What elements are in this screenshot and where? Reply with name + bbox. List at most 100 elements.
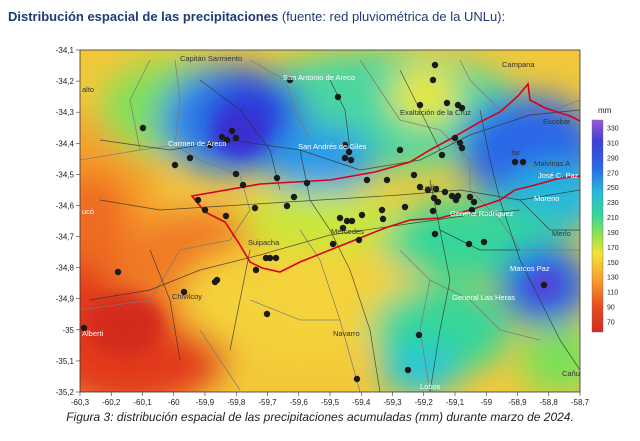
station-dot [194,196,202,204]
x-tick-label: -58,7 [571,398,590,407]
legend-label: 230 [607,200,619,207]
station-dot [416,183,424,191]
legend-label: 290 [607,155,619,162]
place-label-exaltacion-de-la-cruz: Exaltación de la Cruz [400,108,471,117]
station-dot [186,154,194,162]
y-tick-label: -34,9 [56,295,75,304]
station-dot [171,161,179,169]
y-axis-ticks: -34,1 -34,2 -34,3 -34,4 -34,5 -34,6 -34,7 -34,8… [56,46,80,397]
y-tick-label: -35,1 [56,357,75,366]
station-dot [456,139,464,147]
place-label-capitan-sarmiento: Capitán Sarmiento [180,54,242,63]
station-dot [519,158,527,166]
station-dot [252,266,260,274]
station-dot [273,174,281,182]
station-dot [263,310,271,318]
station-dot [438,151,446,159]
x-axis-ticks: -60,3 -60,2 -60,1 -60 -59,9 -59,8 -59,7 -59,6 -5… [71,392,590,407]
station-dot [410,171,418,179]
station-dot [228,127,236,135]
station-dot [441,188,449,196]
place-label-moreno: Moreno [534,194,559,203]
station-dot [251,204,259,212]
station-dot [416,101,424,109]
legend-label: 330 [607,126,619,133]
y-tick-label: -35,2 [56,388,75,397]
station-dot [431,230,439,238]
station-dot [239,181,247,189]
station-dot [451,134,459,142]
legend-label: 190 [607,230,619,237]
legend-label: 270 [607,170,619,177]
station-dot [218,133,226,141]
x-tick-label: -59,8 [227,398,246,407]
x-tick-label: -60,3 [71,398,90,407]
place-label-escobar: Escobar [543,117,571,126]
station-dot [232,134,240,142]
y-tick-label: -34,7 [56,233,75,242]
y-tick-label: -34,1 [56,46,75,55]
x-tick-label: -59,3 [383,398,402,407]
legend-label: 250 [607,185,619,192]
legend-label: 310 [607,140,619,147]
place-label-navarro: Navarro [333,329,360,338]
x-tick-label: -59,2 [415,398,434,407]
station-dot [114,268,122,276]
station-dot [355,236,363,244]
place-label-lujan: Luján [421,183,439,192]
station-dot [303,179,311,187]
y-tick-label: -35 [62,326,74,335]
y-tick-label: -34,2 [56,77,75,86]
x-tick-label: -59,4 [352,398,371,407]
place-label-san-andres-de-giles: San Andrés de Giles [298,142,367,151]
station-dot [540,281,548,289]
station-dot [358,211,366,219]
legend-unit: mm [598,106,612,115]
station-dot [341,141,349,149]
station-dot [345,148,353,156]
place-label-chivilcoy: Chivilcoy [172,292,202,301]
rain-gauge-stations [80,61,548,383]
legend-colorbar [591,119,604,333]
station-dot [180,288,188,296]
x-tick-label: -59,9 [196,398,215,407]
place-label-malvinas-a: Malvinas A [534,159,570,168]
station-dot [434,198,442,206]
x-tick-label: -60,2 [102,398,121,407]
partido-boundaries [80,59,580,392]
station-dot [80,324,88,332]
legend-label: 90 [607,305,615,312]
precipitation-field [80,50,580,392]
station-dot [383,176,391,184]
station-dot [211,278,219,286]
station-dot [139,124,147,132]
station-dot [334,93,342,101]
place-label-suipacha: Suipacha [248,238,280,247]
legend-label: 130 [607,275,619,282]
station-dot [429,207,437,215]
x-tick-label: -60,1 [133,398,152,407]
place-label-mercedes: Mercedes [331,227,364,236]
x-tick-label: -59,5 [321,398,340,407]
station-dot [262,254,270,262]
station-dot [401,203,409,211]
station-dot [343,217,351,225]
station-dot [336,214,344,222]
x-tick-label: -59 [480,398,492,407]
station-dot [348,217,356,225]
place-labels: Capitán Sarmiento San Antonio de Areco C… [82,54,580,391]
title-main: Distribución espacial de las precipitaci… [8,9,279,24]
station-dot [480,238,488,246]
station-dot [448,192,456,200]
station-dot [404,366,412,374]
station-dot [424,186,432,194]
precipitation-map: Capitán Sarmiento San Antonio de Areco C… [56,46,619,407]
station-dot [363,176,371,184]
x-tick-label: -59,6 [290,398,309,407]
figure-title: Distribución espacial de las precipitaci… [8,9,505,24]
y-tick-label: -34,3 [56,108,75,117]
legend-labels: 330 310 290 270 250 230 210 190 170 150 130 110 90 70 [607,126,619,327]
study-area-outline [190,82,580,273]
station-dot [443,99,451,107]
y-tick-label: -34,6 [56,201,75,210]
